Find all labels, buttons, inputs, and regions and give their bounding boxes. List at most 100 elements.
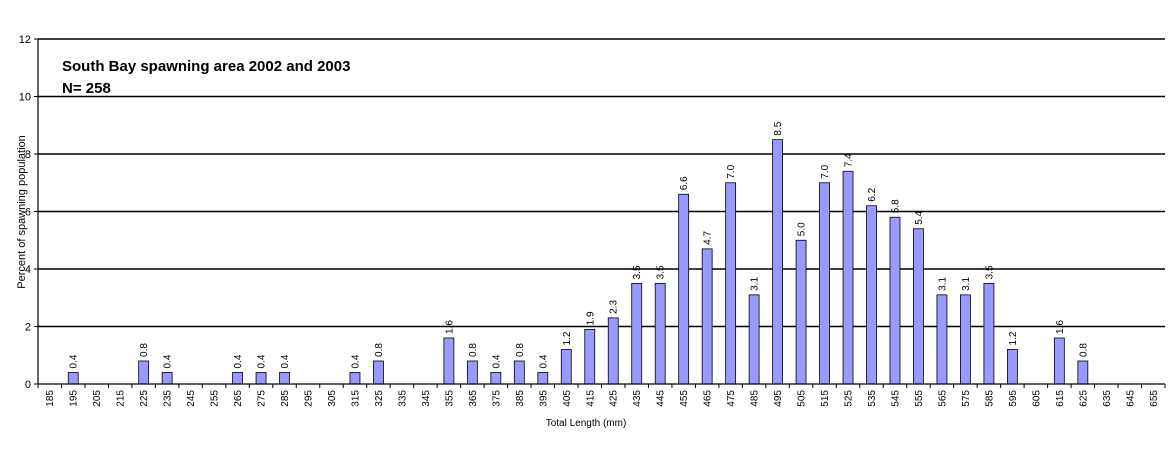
y-tick-label: 12 (19, 34, 31, 46)
data-label: 5.8 (890, 199, 901, 213)
x-tick-label: 245 (186, 390, 197, 407)
x-tick-label: 505 (797, 390, 808, 407)
bars (67, 139, 1089, 385)
x-tick-label: 315 (350, 390, 361, 407)
bar (748, 294, 760, 385)
x-tick-label: 275 (257, 390, 268, 407)
data-label: 7.0 (726, 164, 737, 178)
x-tick-label: 215 (116, 390, 127, 407)
data-label: 3.5 (632, 265, 643, 279)
bar (772, 139, 783, 385)
y-tick-label: 4 (25, 264, 31, 276)
bar (701, 248, 713, 385)
x-tick-label: 585 (984, 390, 995, 407)
data-label: 0.8 (139, 343, 150, 357)
x-tick-label: 415 (585, 390, 596, 407)
bar (232, 372, 243, 385)
x-tick-label: 615 (1055, 390, 1066, 407)
x-tick-label: 365 (468, 390, 479, 407)
bar (279, 372, 290, 385)
data-label: 6.2 (867, 187, 878, 201)
bar (678, 193, 690, 385)
data-label: 0.4 (491, 354, 502, 368)
data-labels: 0.4 0.8 0.4 0.4 0.4 0.4 0.4 0.8 1.6 0.8 0.4 0.8 0.4 1… (69, 121, 1090, 368)
bar (842, 170, 854, 385)
x-tick-label: 205 (92, 390, 103, 407)
y-tick-label: 2 (25, 322, 31, 334)
x-tick-label: 235 (163, 390, 174, 407)
x-tick-labels: 185 195 205 215 225 235 245 255 265 275 285 295 305 3… (45, 390, 1160, 407)
bar (795, 239, 807, 385)
data-label: 0.4 (163, 354, 174, 368)
data-label: 1.9 (585, 311, 596, 325)
bar (373, 360, 384, 385)
x-tick-label: 595 (1008, 390, 1019, 407)
data-label: 0.4 (280, 354, 291, 368)
x-tick-label: 395 (538, 390, 549, 407)
bar (960, 294, 971, 385)
data-label: 3.1 (750, 277, 761, 291)
data-label: 0.4 (538, 354, 549, 368)
axes (37, 39, 1165, 385)
data-label: 1.2 (562, 331, 573, 345)
y-axis-label: Percent of spawning population (16, 135, 28, 289)
y-tick-label: 10 (19, 92, 31, 104)
bar (560, 349, 572, 385)
y-tick-label: 6 (25, 207, 31, 219)
x-tick-label: 295 (304, 390, 315, 407)
gridlines (34, 38, 1166, 388)
x-tick-label: 265 (233, 390, 244, 407)
x-tick-label: 435 (632, 390, 643, 407)
x-tick-label: 355 (444, 390, 455, 407)
data-label: 0.8 (468, 343, 479, 357)
bar (537, 372, 549, 385)
data-label: 3.1 (961, 277, 972, 291)
chart-title: South Bay spawning area 2002 and 2003 (62, 58, 351, 75)
x-tick-label: 185 (45, 390, 56, 407)
bar (443, 337, 455, 385)
data-label: 0.4 (69, 354, 80, 368)
x-tick-label: 305 (327, 390, 338, 407)
x-tick-label: 515 (820, 390, 831, 407)
bar (584, 328, 596, 385)
bar (138, 360, 150, 385)
data-label: 5.4 (914, 210, 925, 224)
x-tick-label: 575 (961, 390, 972, 407)
x-tick-label: 495 (773, 390, 784, 407)
y-tick-label: 0 (25, 379, 31, 391)
bar (1006, 349, 1018, 385)
bar (255, 372, 267, 385)
data-label: 4.7 (703, 231, 714, 245)
data-label: 3.1 (937, 277, 948, 291)
bar (866, 205, 877, 385)
x-tick-label: 225 (139, 390, 150, 407)
data-label: 0.8 (1078, 343, 1089, 357)
x-tick-label: 425 (609, 390, 620, 407)
x-tick-label: 325 (374, 390, 385, 407)
data-label: 3.5 (984, 265, 995, 279)
data-label: 8.5 (773, 121, 784, 135)
bar (161, 372, 173, 385)
bar (1053, 337, 1065, 385)
bar (725, 182, 737, 385)
data-label: 0.4 (233, 354, 244, 368)
bar (349, 372, 361, 385)
x-tick-label: 535 (867, 390, 878, 407)
x-tick-label: 345 (421, 390, 432, 407)
x-tick-label: 195 (69, 390, 80, 407)
x-tick-label: 285 (280, 390, 291, 407)
data-label: 7.4 (844, 153, 855, 167)
x-tick-label: 335 (397, 390, 408, 407)
bar (936, 294, 948, 385)
x-tick-label: 525 (844, 390, 855, 407)
x-tick-label: 565 (937, 390, 948, 407)
data-label: 3.5 (656, 265, 667, 279)
x-tick-label: 655 (1149, 390, 1160, 407)
bar (631, 282, 643, 385)
x-tick-label: 605 (1031, 390, 1042, 407)
x-tick-label: 645 (1125, 390, 1136, 407)
data-label: 1.2 (1008, 331, 1019, 345)
bar (67, 372, 79, 385)
x-tick-label: 545 (890, 390, 901, 407)
